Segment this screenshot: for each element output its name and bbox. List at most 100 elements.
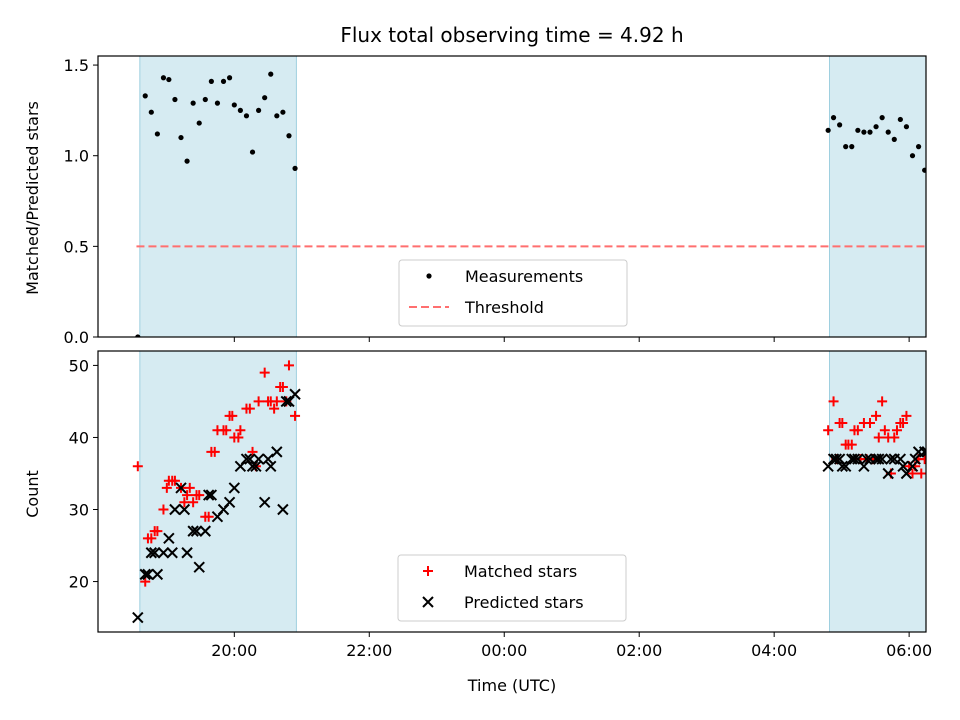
measurements-point <box>837 122 843 128</box>
predicted-stars-point <box>873 453 885 465</box>
matched-stars-point <box>849 425 860 436</box>
measurements-point <box>885 129 891 135</box>
bottom-observing-window-0 <box>139 351 297 632</box>
matched-stars-point <box>873 432 884 443</box>
matched-stars-point <box>235 425 246 436</box>
measurements-point <box>286 133 292 139</box>
predicted-stars-point <box>906 460 919 472</box>
measurements-point <box>249 149 256 155</box>
measurements-point <box>903 124 910 130</box>
measurements-point <box>256 107 262 113</box>
measurements-point <box>148 109 154 115</box>
measurements-point <box>909 153 916 159</box>
measurements-point <box>891 136 897 142</box>
predicted-stars-point <box>175 482 187 494</box>
measurements-point <box>280 109 286 115</box>
measurements-point <box>830 115 837 121</box>
matched-stars-point <box>184 482 195 493</box>
bottom-y-tick-label: 40 <box>69 428 89 447</box>
measurements-point <box>867 129 873 135</box>
matched-stars-point <box>901 410 912 421</box>
predicted-stars-point <box>894 453 907 465</box>
matched-stars-point <box>263 396 274 407</box>
bottom-plot: Count Time (UTC) 20 30 40 50 20:00 22:00 00:00… <box>23 350 932 695</box>
matched-stars-point <box>179 497 190 508</box>
predicted-stars-point <box>193 561 205 573</box>
measurements-point <box>220 78 227 84</box>
matched-stars-point <box>209 446 220 457</box>
predicted-stars-point <box>181 547 193 559</box>
top-legend: Measurements Threshold <box>398 259 628 327</box>
predicted-stars-point <box>187 525 199 537</box>
measurements-point <box>142 93 148 99</box>
legend-matched-stars-marker <box>423 566 433 576</box>
bottom-y-axis-label: Count <box>23 470 42 518</box>
matched-stars-point <box>290 410 301 421</box>
predicted-stars-point <box>876 453 888 465</box>
predicted-stars-point <box>142 568 154 581</box>
top-y-tick-label: 0.0 <box>64 328 89 347</box>
top-plot: Flux total observing time = 4.92 h Match… <box>23 23 927 347</box>
matched-stars-point <box>142 533 153 544</box>
matched-stars-point <box>221 425 232 436</box>
measurements-point <box>268 71 274 77</box>
bottom-y-tick-label: 50 <box>69 356 89 375</box>
matched-stars-point <box>188 497 199 508</box>
bottom-y-tick-label: 30 <box>69 501 89 520</box>
measurements-point <box>160 75 167 81</box>
measurements-point <box>825 127 831 133</box>
measurements-point <box>843 144 849 150</box>
matched-stars-point <box>283 360 294 371</box>
top-y-axis-label: Matched/Predicted stars <box>23 101 42 295</box>
predicted-stars-point <box>205 489 218 501</box>
predicted-stars-point <box>166 547 178 559</box>
matched-stars-point <box>907 468 918 479</box>
predicted-stars-point <box>921 446 926 458</box>
matched-stars-point <box>227 410 238 421</box>
measurements-point <box>196 120 202 126</box>
measurements-point <box>915 144 922 150</box>
predicted-stars-point <box>848 453 861 465</box>
matched-stars-point <box>158 504 169 515</box>
measurements-point <box>178 134 184 141</box>
x-tick-label: 00:00 <box>481 641 527 660</box>
top-plot-area <box>135 56 926 337</box>
matched-stars-point <box>898 418 909 429</box>
predicted-stars-point <box>836 460 849 472</box>
x-tick-label: 22:00 <box>346 641 392 660</box>
legend-predicted-stars-marker <box>422 596 434 608</box>
matched-stars-point <box>269 403 280 414</box>
predicted-stars-point <box>271 446 283 458</box>
predicted-stars-point <box>918 446 926 458</box>
matched-stars-point <box>922 472 926 475</box>
matched-stars-point <box>167 475 178 486</box>
predicted-stars-point <box>909 453 921 465</box>
measurements-point <box>897 116 903 123</box>
measurements-point <box>190 100 196 106</box>
predicted-stars-point <box>223 496 236 509</box>
measurements-point <box>849 144 855 150</box>
predicted-stars-point <box>250 460 262 472</box>
bottom-plot-area <box>132 351 926 632</box>
bottom-y-tick-label: 20 <box>69 573 89 592</box>
measurements-point <box>214 100 221 106</box>
measurements-point <box>292 165 298 171</box>
predicted-stars-point <box>199 525 212 537</box>
predicted-stars-point <box>882 467 894 480</box>
measurements-point <box>861 129 867 135</box>
predicted-stars-point <box>262 453 274 465</box>
predicted-stars-point <box>145 547 158 559</box>
matched-stars-point <box>161 482 172 493</box>
predicted-stars-point <box>277 503 289 516</box>
matched-stars-point <box>891 425 902 436</box>
predicted-stars-point <box>139 568 151 581</box>
x-tick-label: 04:00 <box>751 641 797 660</box>
top-observing-window-0 <box>139 56 297 337</box>
legend-matched-stars-label: Matched stars <box>464 562 577 581</box>
predicted-stars-point <box>157 547 170 559</box>
matched-stars-point <box>253 396 264 407</box>
legend-predicted-stars-label: Predicted stars <box>464 593 584 612</box>
matched-stars-point <box>233 432 244 443</box>
chart-title: Flux total observing time = 4.92 h <box>340 23 683 47</box>
top-y-tick-label: 0.5 <box>64 237 89 256</box>
